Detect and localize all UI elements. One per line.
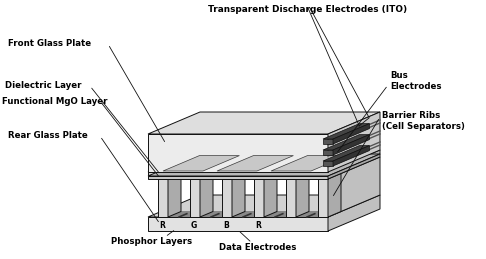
Text: Front Glass Plate: Front Glass Plate — [8, 40, 91, 48]
Polygon shape — [323, 150, 333, 155]
Polygon shape — [148, 150, 380, 172]
Polygon shape — [323, 146, 369, 161]
Polygon shape — [328, 174, 341, 217]
Polygon shape — [217, 156, 294, 171]
Polygon shape — [158, 174, 181, 179]
Polygon shape — [264, 211, 286, 217]
Text: Phosphor Layers: Phosphor Layers — [111, 236, 192, 246]
Polygon shape — [168, 211, 190, 217]
Polygon shape — [323, 124, 369, 139]
Polygon shape — [200, 211, 222, 217]
Text: R: R — [159, 220, 165, 229]
Polygon shape — [148, 176, 328, 179]
Text: Barrier Ribs
(Cell Separators): Barrier Ribs (Cell Separators) — [382, 111, 465, 131]
Polygon shape — [271, 156, 347, 171]
Polygon shape — [333, 124, 369, 144]
Polygon shape — [222, 179, 232, 217]
Polygon shape — [296, 174, 309, 217]
Polygon shape — [323, 139, 333, 144]
Polygon shape — [296, 211, 318, 217]
Polygon shape — [328, 112, 380, 172]
Polygon shape — [163, 156, 240, 171]
Polygon shape — [318, 174, 341, 179]
Polygon shape — [328, 154, 380, 179]
Polygon shape — [254, 179, 264, 217]
Polygon shape — [333, 146, 369, 166]
Polygon shape — [232, 174, 245, 217]
Polygon shape — [318, 179, 328, 217]
Polygon shape — [168, 174, 181, 217]
Polygon shape — [286, 179, 296, 217]
Polygon shape — [148, 134, 328, 172]
Text: Functional MgO Layer: Functional MgO Layer — [2, 97, 107, 105]
Text: G: G — [191, 220, 197, 229]
Polygon shape — [286, 174, 309, 179]
Polygon shape — [148, 112, 380, 134]
Polygon shape — [222, 174, 245, 179]
Polygon shape — [328, 150, 380, 176]
Polygon shape — [148, 195, 380, 217]
Text: B: B — [223, 220, 229, 229]
Polygon shape — [148, 172, 328, 176]
Polygon shape — [158, 179, 168, 217]
Polygon shape — [190, 179, 200, 217]
Polygon shape — [264, 174, 277, 217]
Polygon shape — [328, 157, 380, 217]
Polygon shape — [323, 135, 369, 150]
Polygon shape — [328, 195, 380, 231]
Text: R: R — [255, 220, 261, 229]
Polygon shape — [148, 154, 380, 176]
Polygon shape — [190, 174, 213, 179]
Polygon shape — [232, 211, 254, 217]
Polygon shape — [200, 174, 213, 217]
Text: Dielectric Layer: Dielectric Layer — [5, 82, 82, 90]
Polygon shape — [333, 135, 369, 155]
Polygon shape — [323, 161, 333, 166]
Polygon shape — [148, 217, 328, 231]
Text: Rear Glass Plate: Rear Glass Plate — [8, 132, 88, 140]
Text: Bus
Electrodes: Bus Electrodes — [390, 71, 441, 91]
Text: Transparent Discharge Electrodes (ITO): Transparent Discharge Electrodes (ITO) — [208, 5, 408, 14]
Polygon shape — [254, 174, 277, 179]
Text: Data Electrodes: Data Electrodes — [219, 242, 296, 251]
